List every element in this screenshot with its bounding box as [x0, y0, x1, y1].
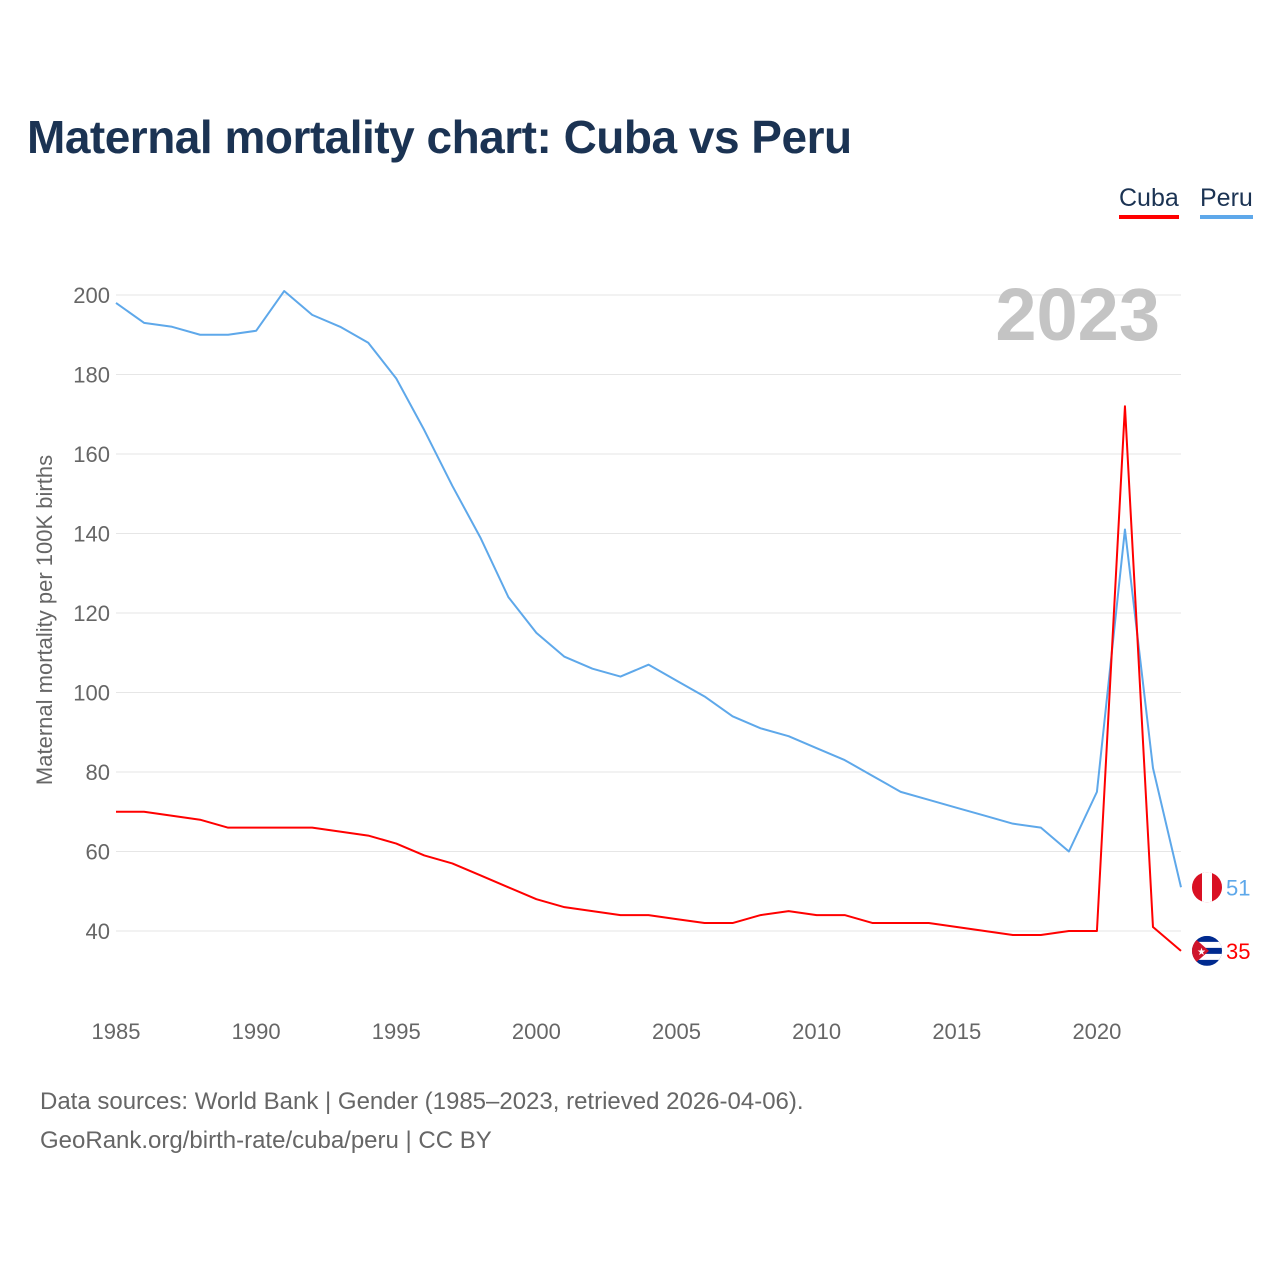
x-tick-label: 1990: [232, 1019, 281, 1044]
chart-title: Maternal mortality chart: Cuba vs Peru: [27, 111, 852, 163]
y-tick-label: 60: [86, 840, 110, 865]
end-value-label-peru: 51: [1226, 875, 1250, 900]
flag-peru-icon: [1192, 872, 1222, 903]
y-tick-label: 80: [86, 760, 110, 785]
end-value-label-cuba: 35: [1226, 939, 1250, 964]
x-tick-label: 2000: [512, 1019, 561, 1044]
footer-sources: Data sources: World Bank | Gender (1985–…: [40, 1088, 804, 1115]
svg-text:★: ★: [1197, 947, 1206, 958]
x-tick-label: 2010: [792, 1019, 841, 1044]
y-tick-label: 200: [73, 283, 110, 308]
legend-peru[interactable]: Peru: [1200, 184, 1253, 219]
y-tick-label: 180: [73, 363, 110, 388]
y-tick-label: 120: [73, 601, 110, 626]
x-tick-label: 2015: [932, 1019, 981, 1044]
x-tick-label: 2020: [1072, 1019, 1121, 1044]
x-tick-label: 1985: [92, 1019, 141, 1044]
year-watermark: 2023: [995, 273, 1160, 356]
footer-credit: GeoRank.org/birth-rate/cuba/peru | CC BY: [40, 1127, 492, 1154]
series-line-cuba: [116, 405, 1182, 952]
series-line-peru: [115, 290, 1182, 888]
y-tick-label: 140: [73, 522, 110, 547]
x-tick-label: 2005: [652, 1019, 701, 1044]
y-axis-label: Maternal mortality per 100K births: [32, 455, 57, 785]
flag-cuba-icon: ★: [1192, 935, 1222, 966]
y-tick-label: 160: [73, 442, 110, 467]
x-tick-label: 1995: [372, 1019, 421, 1044]
y-tick-label: 40: [86, 919, 110, 944]
legend-cuba[interactable]: Cuba: [1119, 184, 1179, 219]
y-tick-label: 100: [73, 681, 110, 706]
